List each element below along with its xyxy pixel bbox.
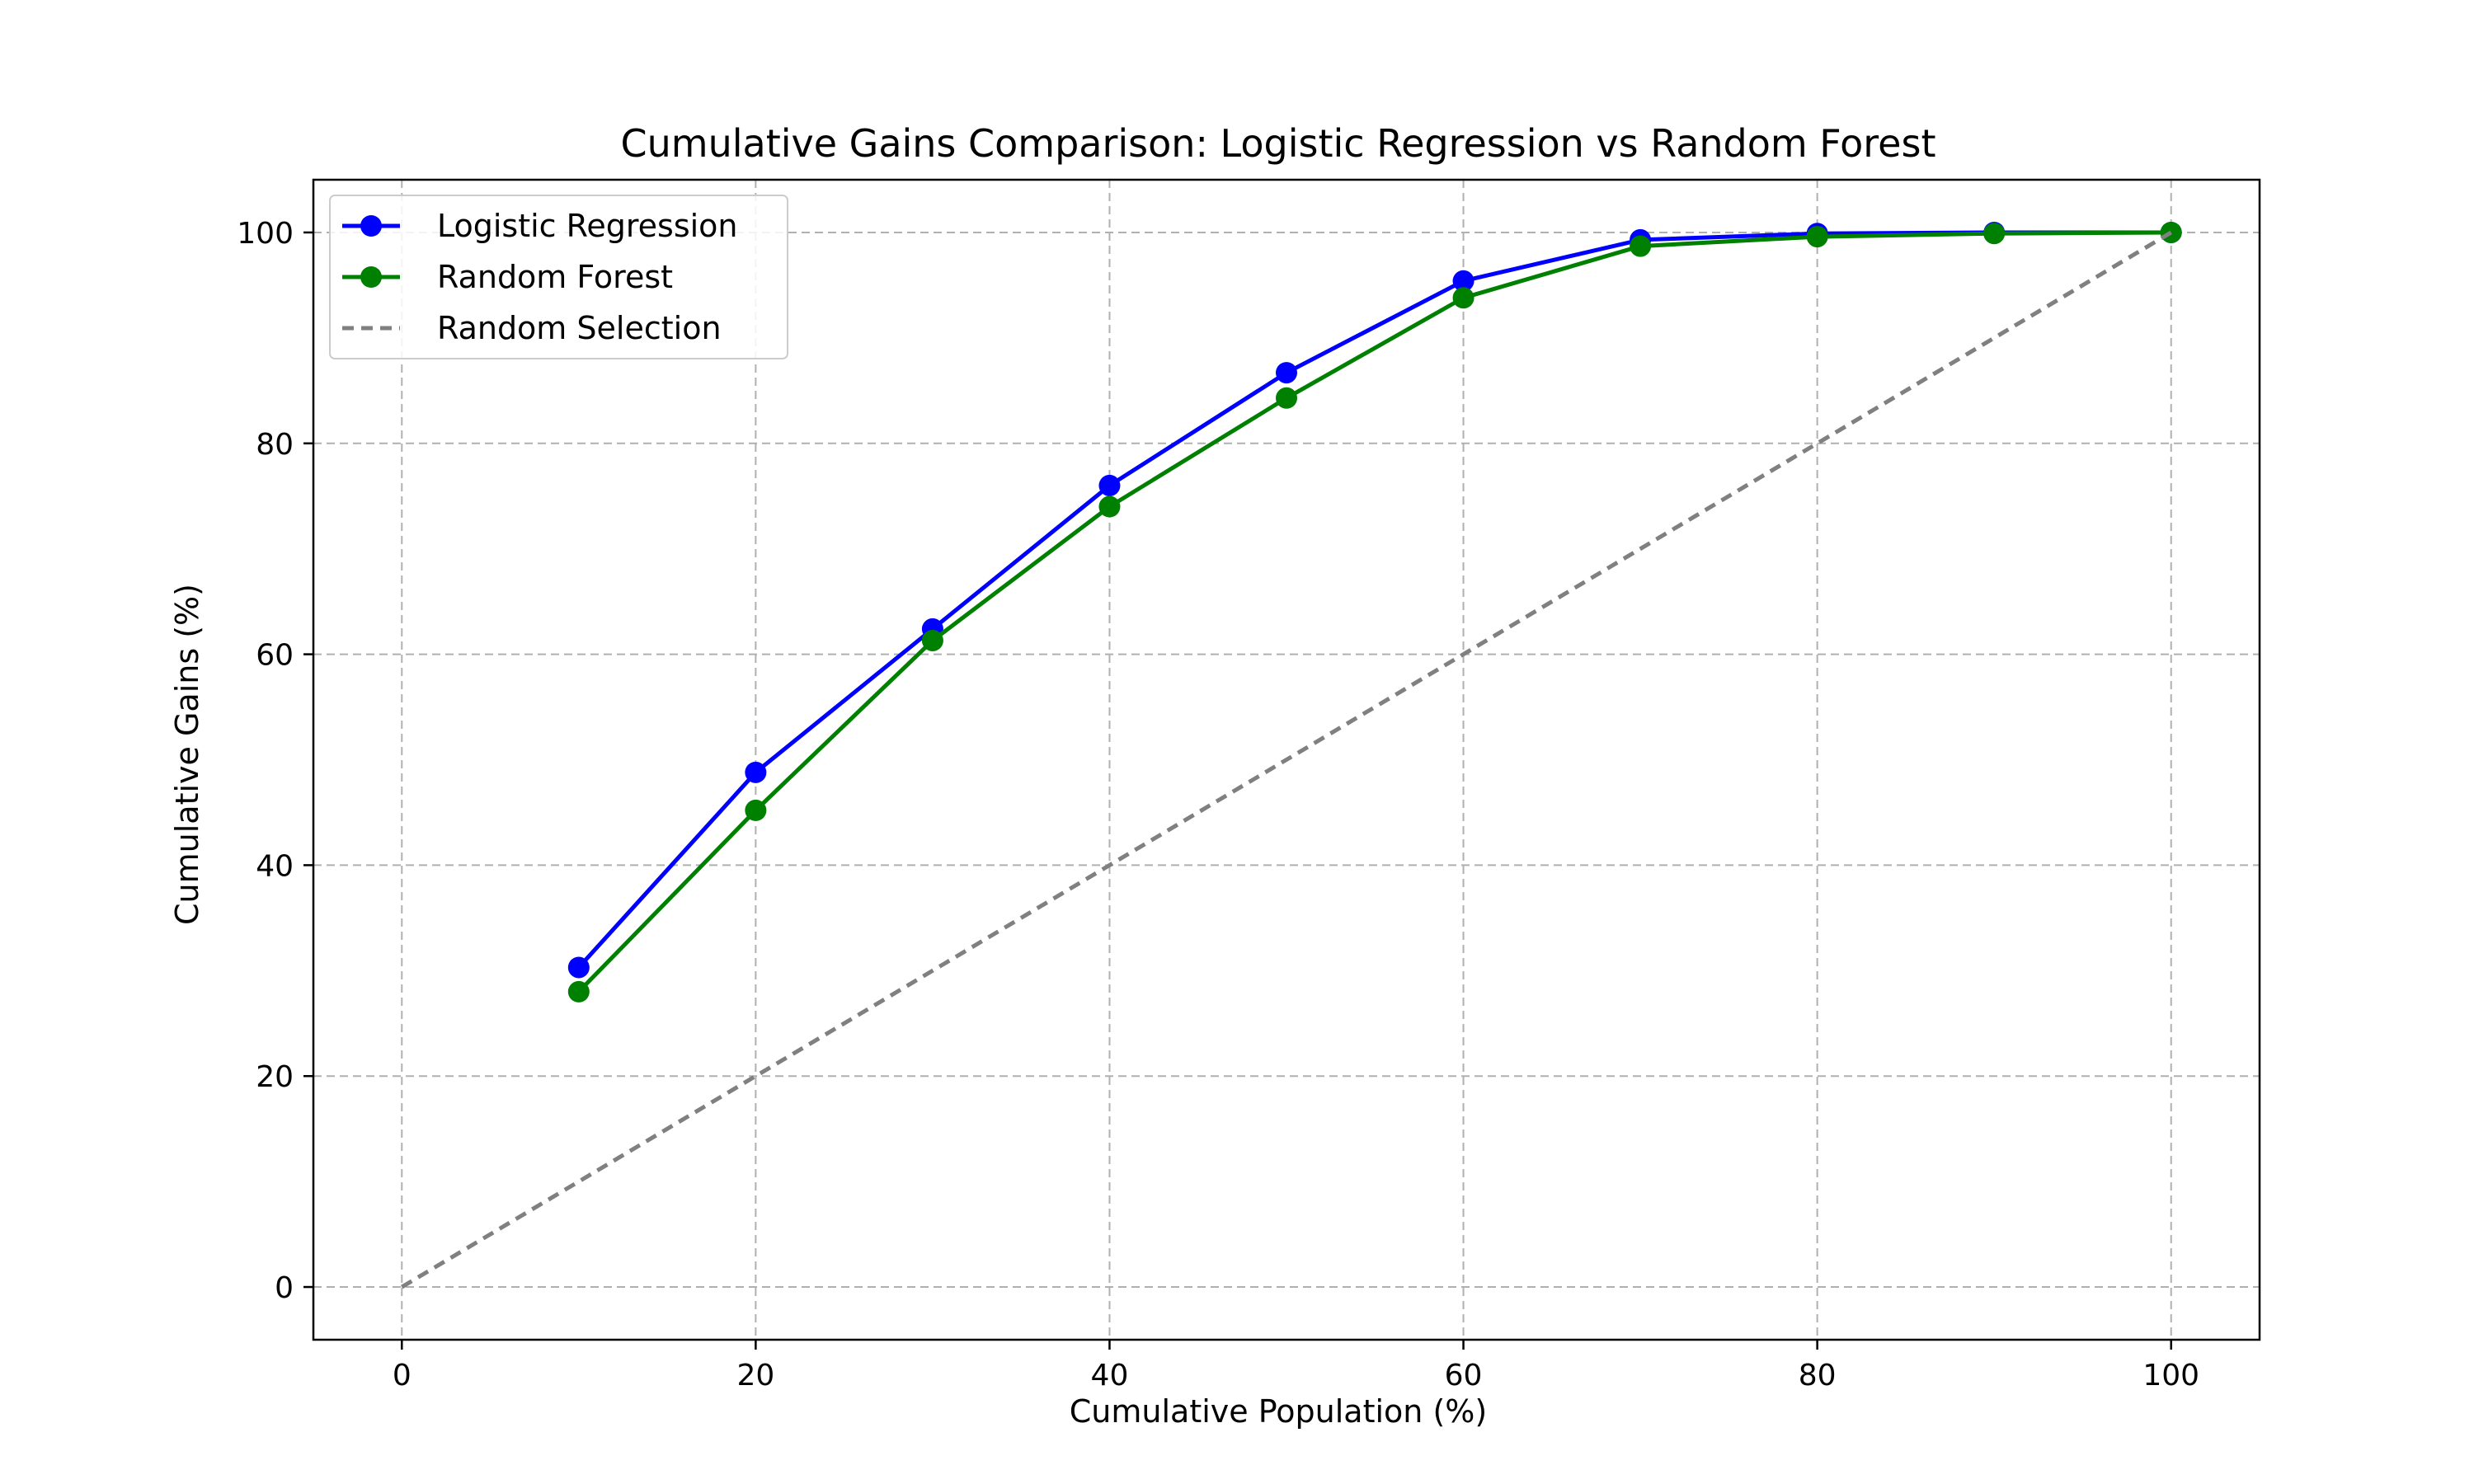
- x-tick-label: 40: [1091, 1359, 1129, 1392]
- data-point-random-forest: [1276, 387, 1297, 409]
- grid-lines: [313, 180, 2260, 1340]
- series-line-random-selection: [400, 230, 2173, 1289]
- y-tick-label: 60: [256, 639, 294, 673]
- legend-item-random-forest: Random Forest: [342, 259, 673, 295]
- data-point-random-forest: [745, 799, 767, 821]
- data-point-random-forest: [1452, 287, 1475, 309]
- data-point-logistic-regression: [1276, 362, 1297, 384]
- legend-label: Random Forest: [437, 259, 673, 295]
- x-tick-label: 20: [736, 1359, 774, 1392]
- legend-label: Logistic Regression: [437, 208, 738, 244]
- y-tick-label: 40: [256, 849, 294, 883]
- data-point-random-forest: [1630, 235, 1652, 257]
- data-point-random-forest: [567, 980, 590, 1003]
- plot-frame: [312, 178, 2261, 1341]
- legend-label: Random Selection: [437, 310, 722, 346]
- legend-item-logistic-regression: Logistic Regression: [342, 208, 738, 244]
- data-point-random-forest: [1983, 223, 2006, 245]
- data-point-random-forest: [1098, 495, 1121, 518]
- data-point-random-forest: [921, 629, 943, 651]
- y-tick-label: 0: [275, 1271, 294, 1305]
- plot-series: [400, 221, 2182, 1289]
- data-point-random-forest: [1806, 226, 1828, 248]
- data-point-logistic-regression: [1098, 474, 1121, 496]
- y-tick-label: 80: [256, 428, 294, 462]
- y-tick-label: 20: [256, 1060, 294, 1094]
- y-axis-label: Cumulative Gains (%): [169, 584, 205, 925]
- x-axis-ticks: 0 20 40 60 80 100: [393, 1340, 2199, 1392]
- x-tick-label: 80: [1799, 1359, 1837, 1392]
- chart-legend: Logistic Regression Random Forest Random S…: [329, 195, 788, 359]
- series-line-logistic-regression: [576, 230, 2171, 970]
- chart-title: Cumulative Gains Comparison: Logistic Re…: [621, 121, 1936, 166]
- series-random-selection: [400, 230, 2173, 1289]
- series-line-random-forest: [577, 230, 2171, 993]
- legend-swatch-marker: [360, 266, 382, 288]
- data-point-logistic-regression: [567, 956, 590, 979]
- x-tick-label: 60: [1445, 1359, 1483, 1392]
- y-axis-ticks: 0 20 40 60 80 100: [237, 217, 313, 1305]
- data-point-random-forest: [2160, 221, 2182, 243]
- series-random-forest: [567, 221, 2182, 1003]
- x-tick-label: 100: [2142, 1359, 2199, 1392]
- data-point-logistic-regression: [1452, 270, 1475, 292]
- legend-item-random-selection: Random Selection: [342, 310, 722, 346]
- legend-box: [329, 195, 788, 359]
- x-axis-label: Cumulative Population (%): [1070, 1393, 1487, 1430]
- y-tick-label: 100: [237, 217, 294, 251]
- data-point-logistic-regression: [745, 761, 767, 783]
- x-tick-label: 0: [393, 1359, 412, 1392]
- legend-swatch-marker: [360, 215, 382, 237]
